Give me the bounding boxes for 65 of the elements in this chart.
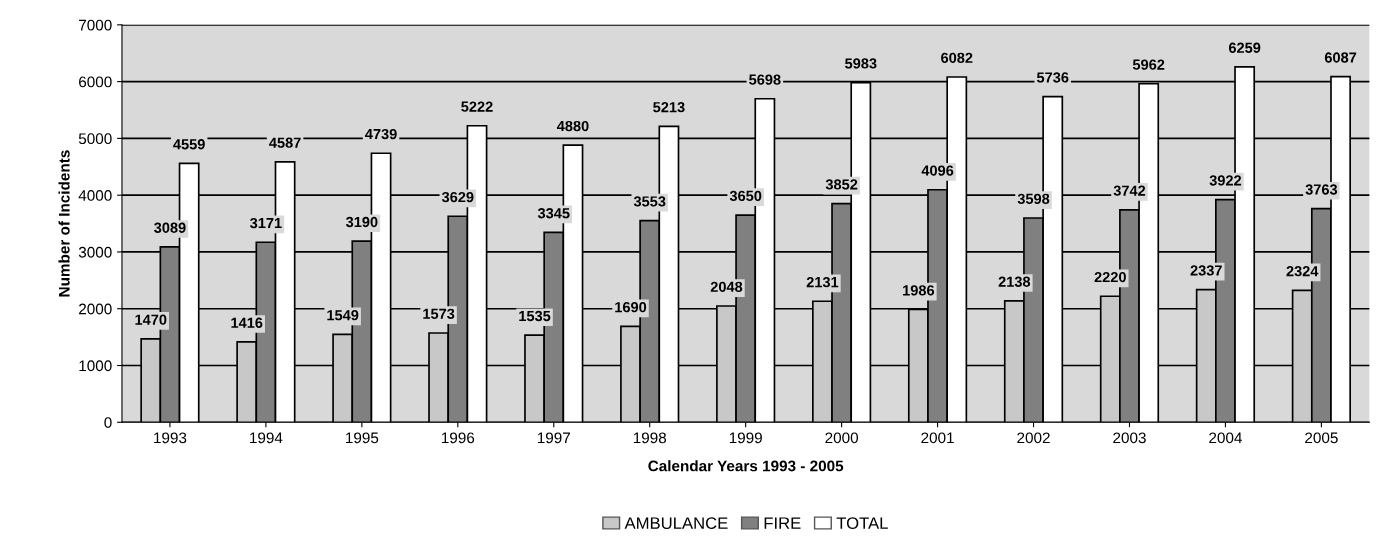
data-label: 2220 (1094, 271, 1126, 283)
data-label: 3171 (250, 217, 282, 229)
data-label: 5698 (749, 74, 781, 85)
x-tick-label: 1993 (154, 432, 187, 444)
data-label: 4559 (173, 139, 205, 150)
data-label: 1573 (423, 308, 455, 319)
data-label: 3345 (537, 208, 570, 219)
data-label: 3763 (1305, 184, 1338, 195)
x-tick-label: 2000 (825, 432, 859, 444)
data-label: 6087 (1324, 52, 1357, 63)
data-label: 5962 (1132, 59, 1165, 70)
data-label: 3089 (154, 222, 186, 233)
x-tick-label: 1996 (441, 432, 475, 444)
legend-label: FIRE (764, 517, 801, 529)
y-tick-label: 0 (104, 417, 112, 428)
data-label: 3922 (1209, 175, 1242, 186)
data-label: 5222 (461, 101, 493, 112)
data-label: 4739 (365, 128, 397, 140)
y-tick-label: 6000 (79, 76, 112, 88)
y-tick-label: 4000 (78, 190, 112, 201)
x-axis-title: Calendar Years 1993 - 2005 (648, 460, 844, 472)
data-label: 4880 (556, 120, 589, 132)
x-tick-label: 2001 (921, 432, 954, 444)
data-label: 1470 (135, 314, 167, 325)
y-tick-label: 7000 (79, 19, 112, 31)
x-tick-label: 2005 (1305, 432, 1338, 444)
legend-label: TOTAL (836, 517, 888, 530)
data-label: 5983 (845, 58, 877, 69)
x-tick-label: 2002 (1017, 432, 1050, 444)
data-label: 4096 (921, 165, 954, 176)
x-tick-label: 2003 (1113, 432, 1146, 444)
data-label: 2048 (710, 281, 743, 293)
data-label: 2324 (1286, 266, 1319, 277)
data-label: 3190 (345, 216, 378, 228)
data-label: 6082 (941, 52, 973, 63)
x-tick-label: 1999 (729, 432, 762, 444)
data-label: 1690 (615, 302, 647, 313)
data-label: 3742 (1113, 185, 1146, 196)
data-label: 4587 (269, 137, 301, 148)
y-axis-title: Number of Incidents (58, 150, 70, 297)
y-tick-label: 5000 (78, 133, 112, 145)
x-tick-label: 1997 (537, 432, 570, 444)
data-label: 1549 (327, 310, 359, 321)
data-label: 5736 (1036, 72, 1069, 83)
data-label: 2138 (998, 276, 1031, 287)
data-label: 5213 (653, 101, 685, 113)
x-tick-label: 1998 (633, 432, 667, 444)
data-label: 3629 (441, 191, 474, 203)
data-label: 2131 (806, 276, 839, 288)
x-tick-label: 2004 (1209, 432, 1242, 444)
data-label: 3553 (633, 196, 666, 207)
data-label: 1535 (519, 310, 551, 322)
data-label: 1986 (903, 285, 935, 296)
data-label: 3852 (825, 179, 858, 190)
x-tick-label: 1995 (346, 432, 379, 444)
data-label: 6259 (1228, 42, 1261, 53)
legend-label: AMBULANCE (624, 517, 728, 530)
data-label: 3650 (729, 190, 762, 202)
data-label: 1416 (231, 317, 263, 328)
x-tick-label: 1994 (250, 432, 283, 444)
data-label: 2337 (1190, 265, 1222, 276)
y-tick-label: 1000 (79, 360, 112, 372)
y-tick-label: 2000 (79, 303, 112, 315)
data-label: 3598 (1017, 193, 1050, 205)
y-tick-label: 3000 (78, 246, 112, 258)
